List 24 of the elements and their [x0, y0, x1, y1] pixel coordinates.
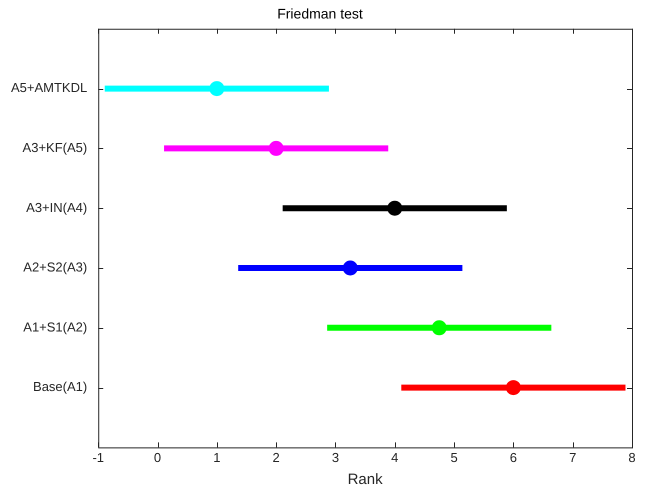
- y-tick-label: A3+IN(A4): [26, 200, 88, 215]
- x-tick-label: 1: [213, 450, 220, 465]
- point: [432, 320, 447, 336]
- x-tick-label: 6: [510, 450, 517, 465]
- x-tick-label: 5: [450, 450, 458, 465]
- x-tick-label: 4: [391, 450, 398, 465]
- point: [342, 260, 358, 276]
- x-tick-label: 0: [154, 450, 162, 465]
- y-tick-label: A2+S2(A3): [23, 260, 88, 275]
- point: [209, 81, 224, 96]
- y-tick-label: A1+S1(A2): [23, 319, 88, 334]
- y-tick-label: A5+AMTKDL: [10, 80, 88, 96]
- y-tick-label: Base(A1): [33, 379, 88, 394]
- point: [506, 380, 521, 396]
- x-axis-title: Rank: [348, 471, 384, 488]
- x-tick-label: 8: [628, 450, 636, 465]
- point: [387, 200, 402, 216]
- point: [268, 140, 284, 156]
- x-tick-label: 2: [272, 450, 280, 465]
- x-tick-label: -1: [92, 450, 104, 465]
- x-tick-label: 3: [332, 450, 340, 465]
- y-tick-label: A3+KF(A5): [22, 140, 88, 155]
- x-tick-label: 7: [569, 450, 576, 465]
- chart-title: Friedman test: [277, 5, 363, 22]
